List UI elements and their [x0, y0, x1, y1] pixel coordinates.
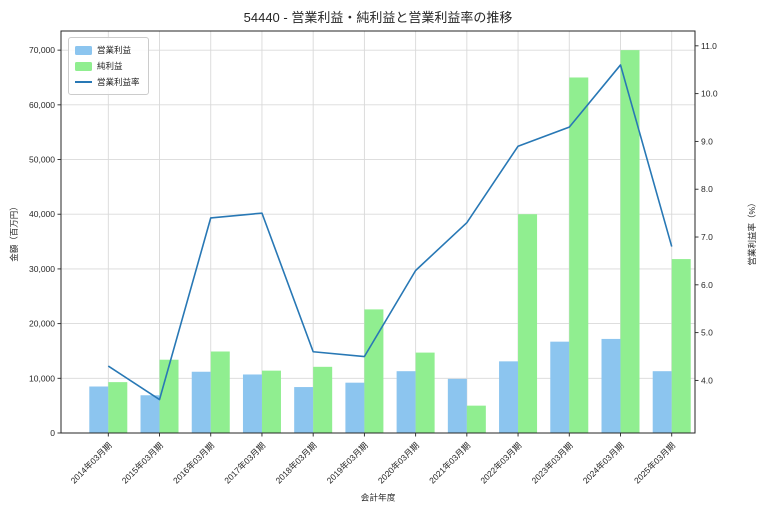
legend: 営業利益 純利益 営業利益率 [68, 37, 149, 95]
bar-series0-item11 [652, 371, 672, 433]
right-tick-label: 7.0 [701, 232, 713, 242]
x-tick-label: 2021年03月期 [427, 440, 472, 485]
bar-series0-item6 [396, 371, 416, 433]
left-tick-label: 60,000 [29, 100, 55, 110]
legend-item-net-profit: 純利益 [75, 58, 140, 74]
bar-series0-item8 [499, 361, 519, 433]
bar-series1-item1 [159, 359, 179, 433]
left-axis-title: 金額（百万円） [9, 202, 19, 262]
bar-series1-item9 [569, 77, 589, 433]
right-tick-label: 10.0 [701, 89, 718, 99]
bar-series1-item5 [364, 309, 384, 433]
left-tick-label: 40,000 [29, 209, 55, 219]
left-tick-label: 30,000 [29, 264, 55, 274]
left-tick-label: 20,000 [29, 319, 55, 329]
x-tick-label: 2016年03月期 [171, 440, 216, 485]
chart-title: 54440 - 営業利益・純利益と営業利益率の推移 [243, 10, 513, 25]
axes-spines [60, 30, 696, 434]
bar-series1-item2 [210, 351, 230, 433]
x-axis-title: 会計年度 [360, 492, 396, 503]
x-tick-label: 2024年03月期 [581, 440, 626, 485]
x-tick-label: 2019年03月期 [325, 440, 370, 485]
bar-series1-item8 [518, 214, 538, 433]
bar-series0-item4 [294, 387, 314, 433]
x-tick-label: 2022年03月期 [478, 440, 523, 485]
bar-series0-item9 [550, 341, 570, 433]
left-tick-label: 0 [50, 428, 55, 438]
legend-item-operating-profit: 営業利益 [75, 42, 140, 58]
bar-series1-item0 [108, 382, 128, 433]
bar-series0-item1 [140, 395, 160, 433]
legend-swatch-net-profit-icon [75, 61, 92, 71]
bar-series1-item11 [671, 259, 691, 433]
bar-series0-item3 [242, 374, 262, 433]
x-tick-label: 2018年03月期 [273, 440, 318, 485]
left-tick-label: 50,000 [29, 155, 55, 165]
bar-series0-item7 [447, 378, 467, 433]
right-tick-label: 5.0 [701, 328, 713, 338]
legend-label-margin: 営業利益率 [97, 76, 140, 87]
right-tick-label: 9.0 [701, 136, 713, 146]
bar-series1-item10 [620, 50, 640, 434]
legend-item-margin: 営業利益率 [75, 74, 140, 90]
bar-series0-item10 [601, 338, 621, 433]
legend-label-operating-profit: 営業利益 [97, 44, 132, 55]
bar-series0-item2 [191, 371, 211, 433]
bar-series1-item6 [415, 352, 435, 433]
x-tick-label: 2017年03月期 [222, 440, 267, 485]
margin-line [107, 64, 673, 401]
x-tick-label: 2025年03月期 [632, 440, 677, 485]
bar-series1-item7 [466, 405, 486, 433]
x-tick-label: 2023年03月期 [530, 440, 575, 485]
bar-series0-item5 [345, 382, 365, 433]
right-axis-title: 営業利益率（%） [747, 198, 757, 266]
right-tick-label: 11.0 [701, 41, 717, 51]
right-tick-label: 6.0 [701, 280, 713, 290]
right-tick-label: 4.0 [701, 375, 713, 385]
legend-label-net-profit: 純利益 [97, 60, 123, 71]
legend-swatch-margin-line-icon [75, 81, 92, 83]
x-tick-label: 2015年03月期 [120, 440, 165, 485]
bar-series1-item3 [261, 370, 281, 433]
left-tick-label: 70,000 [29, 45, 55, 55]
x-tick-label: 2020年03月期 [376, 440, 421, 485]
right-tick-label: 8.0 [701, 184, 713, 194]
x-tick-label: 2014年03月期 [69, 440, 114, 485]
bar-series1-item4 [313, 366, 333, 433]
left-tick-label: 10,000 [29, 373, 55, 383]
legend-swatch-operating-profit-icon [75, 45, 92, 55]
bar-series0-item0 [89, 386, 109, 433]
